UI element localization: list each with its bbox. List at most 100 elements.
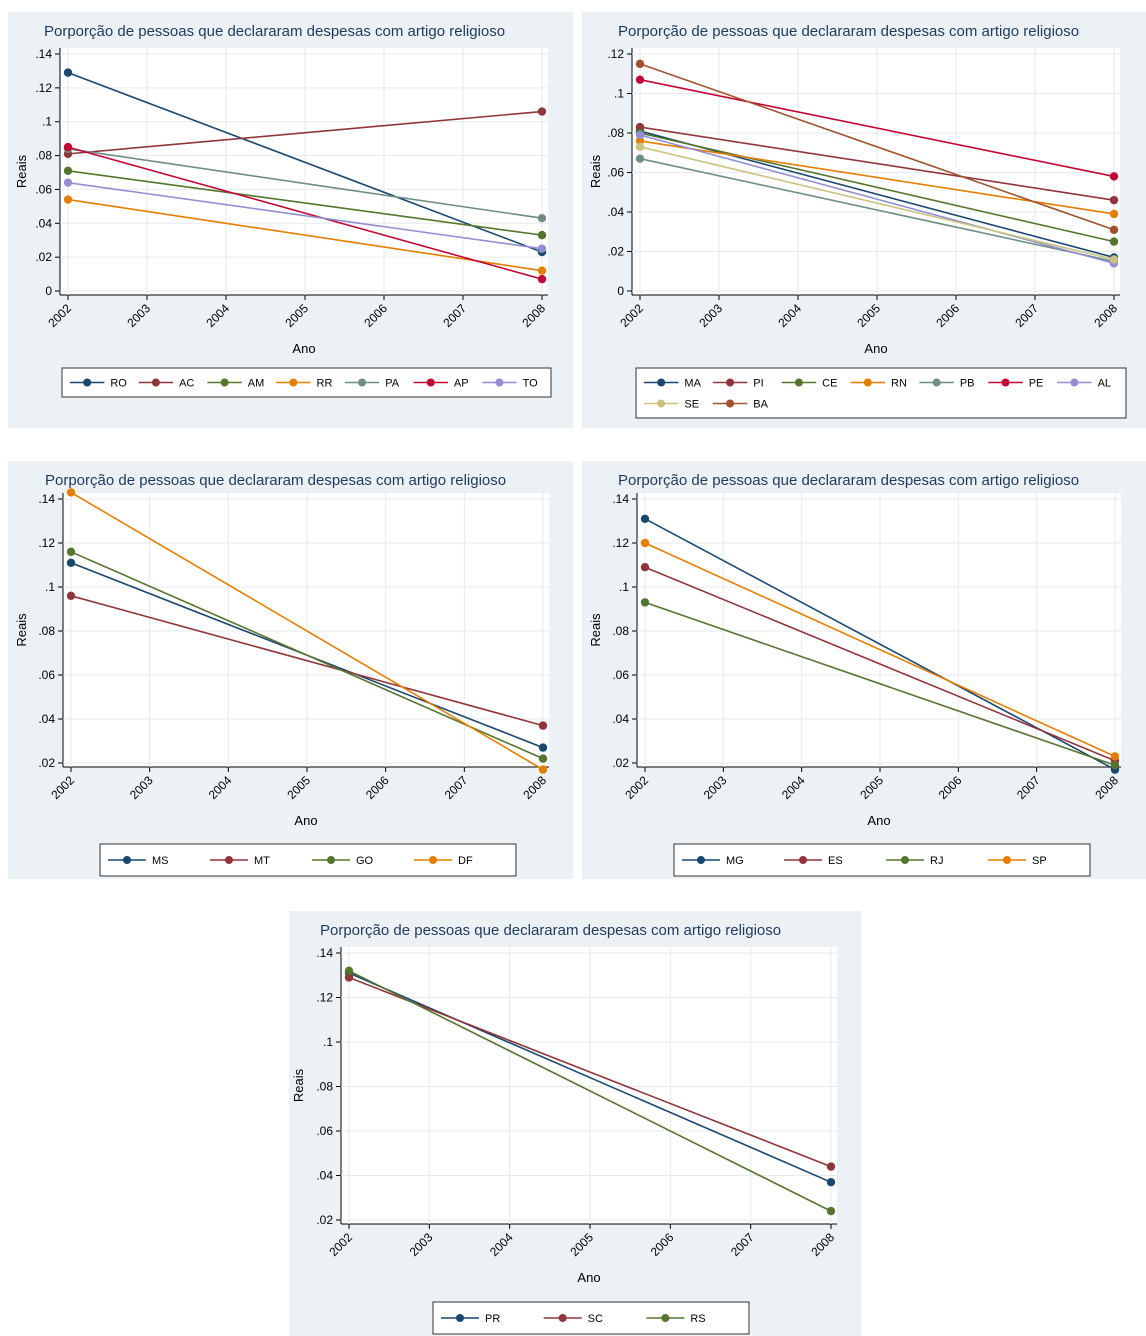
x-tick-label: 2003 [701, 773, 730, 802]
x-tick-label: 2006 [363, 773, 392, 802]
legend-label-ro: RO [110, 378, 127, 390]
x-tick-label: 2007 [440, 301, 469, 330]
legend-label-mt: MT [254, 855, 270, 867]
legend-swatch-marker [558, 1314, 567, 1322]
legend-label-ma: MA [684, 378, 701, 390]
y-axis-label: Reais [14, 154, 29, 188]
data-point-es [640, 563, 650, 572]
series-line-al [639, 134, 1115, 265]
legend-swatch-marker [429, 856, 437, 864]
x-axis-label: Ano [864, 341, 887, 356]
legend-label-se: SE [684, 399, 699, 411]
chart-title: Porporção de pessoas que declararam desp… [618, 23, 1079, 40]
y-axis-label: Reais [14, 613, 29, 647]
series-line-sc [348, 976, 832, 1168]
data-point-se [1109, 255, 1119, 264]
x-tick-label: 2006 [933, 301, 962, 330]
plot-area [60, 48, 548, 295]
x-tick-label: 2003 [696, 301, 725, 330]
legend-box [673, 843, 1091, 877]
series-line-rj [644, 601, 1116, 766]
legend-swatch-marker [151, 378, 160, 387]
y-tick-label: .04 [316, 1169, 333, 1183]
x-axis-label: Ano [294, 813, 317, 828]
legend-label-rj: RJ [930, 855, 943, 867]
y-tick-label: .14 [35, 47, 52, 61]
data-point-mg [640, 514, 650, 523]
chart-panel-sul: Porporção de pessoas que declararam desp… [289, 911, 861, 1336]
x-tick-label: 2002 [45, 301, 74, 330]
data-point-ac [537, 107, 547, 116]
data-point-pe [635, 75, 645, 84]
data-point-rj [1110, 761, 1120, 770]
data-point-rr [63, 195, 73, 204]
y-tick-label: .08 [316, 1080, 333, 1094]
x-tick-label: 2005 [567, 1230, 596, 1259]
x-tick-label: 2007 [728, 1230, 757, 1259]
legend-label-ap: AP [454, 378, 469, 390]
y-tick-label: .08 [607, 126, 624, 140]
data-point-sp [640, 538, 650, 548]
legend-swatch-marker [123, 856, 131, 864]
data-point-go [538, 754, 548, 763]
legend-swatch-marker [863, 378, 872, 387]
x-tick-label: 2002 [326, 1230, 355, 1259]
legend-swatch-marker [1003, 856, 1011, 864]
y-tick-label: .06 [38, 668, 55, 682]
legend-swatch-marker [358, 378, 367, 387]
y-tick-label: .08 [35, 149, 52, 163]
legend-box [432, 1301, 750, 1335]
x-tick-label: 2004 [487, 1230, 516, 1259]
y-tick-label: .12 [38, 536, 55, 550]
y-tick-label: .08 [38, 624, 55, 638]
y-tick-label: .14 [612, 492, 629, 506]
data-point-ap [537, 274, 547, 284]
x-tick-label: 2005 [282, 301, 311, 330]
legend-label-rr: RR [317, 378, 333, 390]
series-line-ma [639, 130, 1115, 259]
y-tick-label: .14 [316, 946, 333, 960]
legend-label-pe: PE [1029, 378, 1044, 390]
legend-box [635, 367, 1127, 419]
x-tick-label: 2002 [622, 773, 651, 802]
x-tick-label: 2003 [407, 1230, 436, 1259]
legend-swatch-marker [697, 856, 705, 864]
legend-swatch-marker [225, 856, 233, 864]
y-tick-label: .14 [38, 492, 55, 506]
x-tick-label: 2003 [127, 773, 156, 802]
data-point-go [66, 547, 76, 556]
legend-label-pr: PR [485, 1313, 500, 1325]
data-point-df [66, 488, 76, 497]
y-tick-label: .02 [607, 245, 624, 259]
x-tick-label: 2005 [857, 773, 886, 802]
data-point-rj [640, 598, 650, 607]
y-tick-label: .04 [38, 712, 55, 726]
y-axis-label: Reais [588, 154, 603, 188]
y-tick-label: .1 [42, 115, 52, 129]
x-tick-label: 2007 [1012, 301, 1041, 330]
y-tick-label: .02 [38, 756, 55, 770]
legend-label-to: TO [523, 378, 539, 390]
legend-label-pa: PA [385, 378, 400, 390]
legend-swatch-marker [661, 1314, 670, 1322]
chart-panel-sudeste: Porporção de pessoas que declararam desp… [582, 461, 1146, 879]
legend-label-go: GO [356, 855, 374, 867]
y-tick-label: .12 [607, 47, 624, 61]
plot-area [632, 48, 1120, 295]
chart-panel-nordeste: Porporção de pessoas que declararam desp… [582, 12, 1146, 428]
data-point-rs [344, 966, 354, 975]
series-line-se [639, 146, 1115, 261]
y-tick-label: 0 [617, 284, 624, 298]
x-tick-label: 2006 [648, 1230, 677, 1259]
series-line-sp [644, 542, 1116, 758]
series-line-ac [67, 110, 543, 155]
y-tick-label: .1 [619, 580, 629, 594]
legend-swatch-marker [932, 378, 941, 387]
series-line-df [70, 491, 544, 771]
data-point-se [635, 142, 645, 152]
data-point-sp [1110, 752, 1120, 761]
y-tick-label: .06 [612, 668, 629, 682]
chart-title: Porporção de pessoas que declararam desp… [45, 472, 506, 489]
x-tick-label: 2008 [519, 301, 548, 330]
chart-title: Porporção de pessoas que declararam desp… [320, 922, 781, 939]
